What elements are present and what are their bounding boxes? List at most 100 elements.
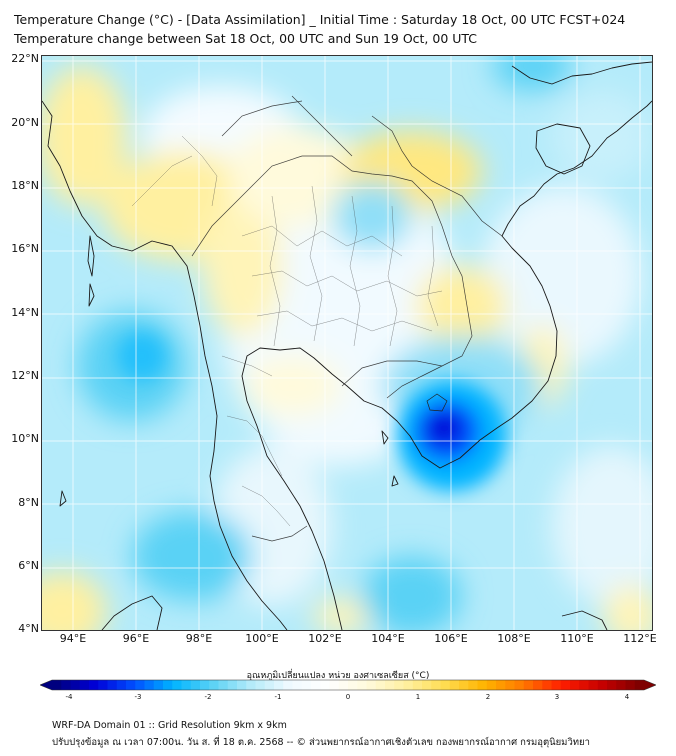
graticule <box>42 56 652 630</box>
colorbar-segment <box>607 680 617 690</box>
country-borders <box>191 95 503 542</box>
colorbar-segment <box>135 680 145 690</box>
coastlines <box>42 61 652 630</box>
colorbar-segment <box>70 680 81 690</box>
colorbar-segment <box>218 680 229 690</box>
colorbar-segment <box>477 680 488 690</box>
colorbar-max-arrow <box>644 680 656 690</box>
lat-label-8n: 8°N <box>18 496 39 509</box>
colorbar-segment <box>394 680 404 690</box>
lon-label-96e: 96°E <box>122 632 150 645</box>
lat-label-22n: 22°N <box>11 52 39 65</box>
colorbar-segment <box>357 680 367 690</box>
colorbar-segment <box>560 680 571 690</box>
colorbar-segment <box>431 680 441 690</box>
colorbar-tick-0: 0 <box>345 693 351 701</box>
colorbar-segment <box>329 680 340 690</box>
colorbar-outline <box>40 679 656 691</box>
colorbar-segment <box>449 680 460 690</box>
colorbar-segment <box>588 680 599 690</box>
colorbar-segment <box>496 680 506 690</box>
colorbar-segment <box>190 680 201 690</box>
colorbar-segment <box>551 680 562 690</box>
colorbar-segment <box>200 680 210 690</box>
map-subtitle: Temperature change between Sat 18 Oct, 0… <box>14 31 478 46</box>
colorbar-segment <box>570 680 580 690</box>
lon-label-112e: 112°E <box>623 632 657 645</box>
colorbar-segment <box>440 680 451 690</box>
colorbar-label: อุณหภูมิเปลี่ยนแปลง หน่วย องศาเซลเซียส (… <box>246 671 430 681</box>
colorbar-segment <box>181 680 192 690</box>
colorbar-tick-3: 3 <box>554 693 560 701</box>
lat-label-16n: 16°N <box>11 242 39 255</box>
colorbar-tick-2: 2 <box>485 693 491 701</box>
colorbar-segment <box>89 680 99 690</box>
colorbar-segment <box>366 680 377 690</box>
colorbar-segment <box>533 680 543 690</box>
lat-label-18n: 18°N <box>11 179 39 192</box>
map-title: Temperature Change (°C) - [Data Assimila… <box>14 12 626 27</box>
colorbar-segment <box>301 680 312 690</box>
lat-label-10n: 10°N <box>11 432 39 445</box>
lon-label-110e: 110°E <box>560 632 594 645</box>
lon-label-108e: 108°E <box>497 632 531 645</box>
colorbar-segment <box>126 680 136 690</box>
colorbar-segment <box>542 680 552 690</box>
colorbar-segment <box>486 680 497 690</box>
colorbar-segment <box>523 680 534 690</box>
lat-label-14n: 14°N <box>11 306 39 319</box>
colorbar-segment <box>274 680 284 690</box>
province-borders <box>131 135 443 527</box>
lon-label-106e: 106°E <box>434 632 468 645</box>
colorbar-segment <box>338 680 349 690</box>
footer-credit: ปรับปรุงข้อมูล ณ เวลา 07:00น. วัน ส. ที่… <box>52 737 590 748</box>
colorbar-segment <box>514 680 525 690</box>
colorbar-segment <box>348 680 358 690</box>
map-panel[interactable] <box>41 55 653 631</box>
lat-label-12n: 12°N <box>11 369 39 382</box>
colorbar-segment <box>320 680 330 690</box>
colorbar-segment <box>505 680 515 690</box>
colorbar-segment <box>597 680 608 690</box>
colorbar-segment <box>98 680 108 690</box>
colorbar-segment <box>311 680 321 690</box>
colorbar-tick-4: 4 <box>624 693 630 701</box>
strong-cooling-core <box>117 331 507 491</box>
colorbar <box>40 679 656 691</box>
colorbar-segment <box>116 680 127 690</box>
lon-label-102e: 102°E <box>308 632 342 645</box>
colorbar-segment <box>634 680 645 690</box>
lon-label-100e: 100°E <box>245 632 279 645</box>
lon-label-104e: 104°E <box>371 632 405 645</box>
tonle-sap-lake <box>426 393 448 412</box>
lat-label-4n: 4°N <box>18 622 39 635</box>
colorbar-segment <box>237 680 247 690</box>
colorbar-segment <box>468 680 478 690</box>
lon-label-98e: 98°E <box>185 632 213 645</box>
colorbar-segment <box>246 680 256 690</box>
colorbar-tick-1: 1 <box>415 693 421 701</box>
colorbar-segment <box>255 680 266 690</box>
colorbar-tick-minus2: -2 <box>204 693 212 701</box>
colorbar-segment <box>209 680 219 690</box>
colorbar-tick-minus4: -4 <box>65 693 73 701</box>
colorbar-segment <box>579 680 589 690</box>
lat-label-6n: 6°N <box>18 559 39 572</box>
colorbar-tick-minus1: -1 <box>274 693 282 701</box>
colorbar-segment <box>625 680 636 690</box>
colorbar-segment <box>153 680 164 690</box>
colorbar-segment <box>52 680 62 690</box>
lon-label-94e: 94°E <box>59 632 87 645</box>
colorbar-segment <box>79 680 90 690</box>
colorbar-segment <box>375 680 386 690</box>
colorbar-segment <box>292 680 303 690</box>
colorbar-segment <box>616 680 626 690</box>
colorbar-segment <box>412 680 423 690</box>
colorbar-min-arrow <box>40 680 52 690</box>
colorbar-segment <box>227 680 238 690</box>
colorbar-segment <box>264 680 275 690</box>
colorbar-segment <box>403 680 414 690</box>
colorbar-segment <box>163 680 173 690</box>
colorbar-segment <box>107 680 118 690</box>
colorbar-tick-minus3: -3 <box>134 693 142 701</box>
